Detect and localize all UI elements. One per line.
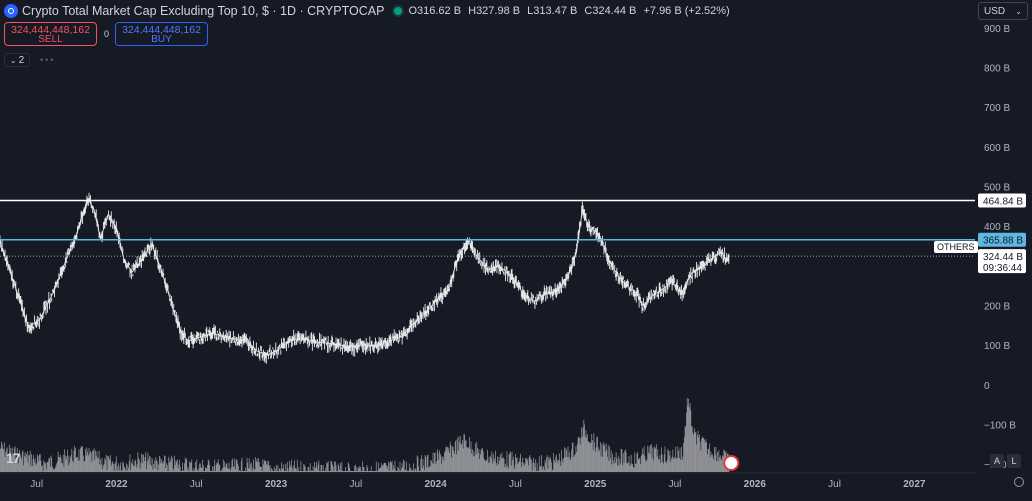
buy-label: BUY (151, 34, 172, 45)
countdown-label: 09:36:44 (983, 263, 1022, 274)
y-tick-label: −100 B (984, 420, 1016, 431)
sell-price: 324,444,448,162 (11, 24, 90, 36)
x-tick-label: Jul (349, 479, 362, 490)
y-tick-label: 100 B (984, 341, 1010, 352)
volume-bars (0, 397, 730, 472)
y-tick-label: 700 B (984, 103, 1010, 114)
sell-label: SELL (38, 34, 63, 45)
x-tick-label: Jul (828, 479, 841, 490)
log-scale-button[interactable]: L (1007, 454, 1021, 468)
gear-icon[interactable] (1014, 477, 1024, 487)
cryptocap-logo-icon (4, 4, 18, 18)
support-tag-label: 365.88 B (983, 236, 1023, 247)
tradingview-logo-icon[interactable]: 17 (6, 450, 21, 466)
x-tick-label: Jul (669, 479, 682, 490)
x-tick-label: Jul (509, 479, 522, 490)
chevron-down-icon: ⌄ (9, 55, 17, 65)
time-axis[interactable]: Jul 2022 Jul 2023 Jul 2024 Jul 2025 Jul 2026 Jul 20… (0, 472, 975, 490)
x-tick-label: 2027 (903, 479, 926, 490)
more-dots-icon[interactable]: ••• (40, 55, 56, 65)
indicator-count: 2 (18, 54, 25, 66)
flag-marker-icon[interactable] (723, 455, 740, 471)
y-tick-label: 900 B (984, 24, 1010, 35)
price-line (0, 197, 730, 356)
symbol-price-tag: OTHERS (934, 241, 978, 253)
last-price-tag-bg (978, 249, 1026, 274)
x-tick-label: 2025 (584, 479, 607, 490)
price-change: +7.96 B (+2.52%) (643, 5, 730, 17)
ohlc-values: O316.62 B H327.98 B L313.47 B C324.44 B … (408, 5, 730, 17)
chevron-down-icon: ⌄ (1015, 6, 1022, 16)
y-tick-label: 200 B (984, 301, 1010, 312)
resistance-tag-bg (978, 193, 1026, 208)
chart-legend-header: Crypto Total Market Cap Excluding Top 10… (4, 3, 734, 19)
auto-scale-button[interactable]: A (990, 454, 1004, 468)
y-tick-label: 600 B (984, 143, 1010, 154)
support-tag-bg (978, 232, 1026, 247)
resistance-price-tag: 464.84 B (978, 193, 1026, 208)
buy-price: 324,444,448,162 (122, 24, 201, 36)
y-tick-label: 400 B (984, 222, 1010, 233)
x-tick-label: Jul (190, 479, 203, 490)
x-tick-label: Jul (30, 479, 43, 490)
currency-label: USD (984, 5, 1006, 17)
last-price-tag: 324.44 B09:36:44 (978, 249, 1026, 274)
spread-value: 0 (104, 29, 110, 39)
last-price-label: 324.44 B (983, 252, 1023, 263)
y-tick-label: 800 B (984, 64, 1010, 75)
price-pane[interactable] (0, 192, 975, 472)
indicators-toggle-button[interactable]: ⌄ 2 (4, 53, 30, 67)
y-tick-label: 0 (984, 381, 990, 392)
sell-button[interactable]: 324,444,448,162 SELL (4, 22, 97, 46)
x-tick-label: 2024 (425, 479, 448, 490)
market-open-indicator-icon (394, 7, 403, 15)
buy-button[interactable]: 324,444,448,162 BUY (115, 22, 208, 46)
symbol-title[interactable]: Crypto Total Market Cap Excluding Top 10… (22, 4, 385, 18)
x-tick-label: 2022 (105, 479, 128, 490)
x-tick-label: 2023 (265, 479, 288, 490)
x-tick-label: 2026 (744, 479, 767, 490)
currency-select[interactable]: USD ⌄ (978, 2, 1028, 20)
resistance-tag-label: 464.84 B (983, 196, 1023, 207)
y-tick-label: 500 B (984, 183, 1010, 194)
support-price-tag: 365.88 B (978, 232, 1026, 247)
